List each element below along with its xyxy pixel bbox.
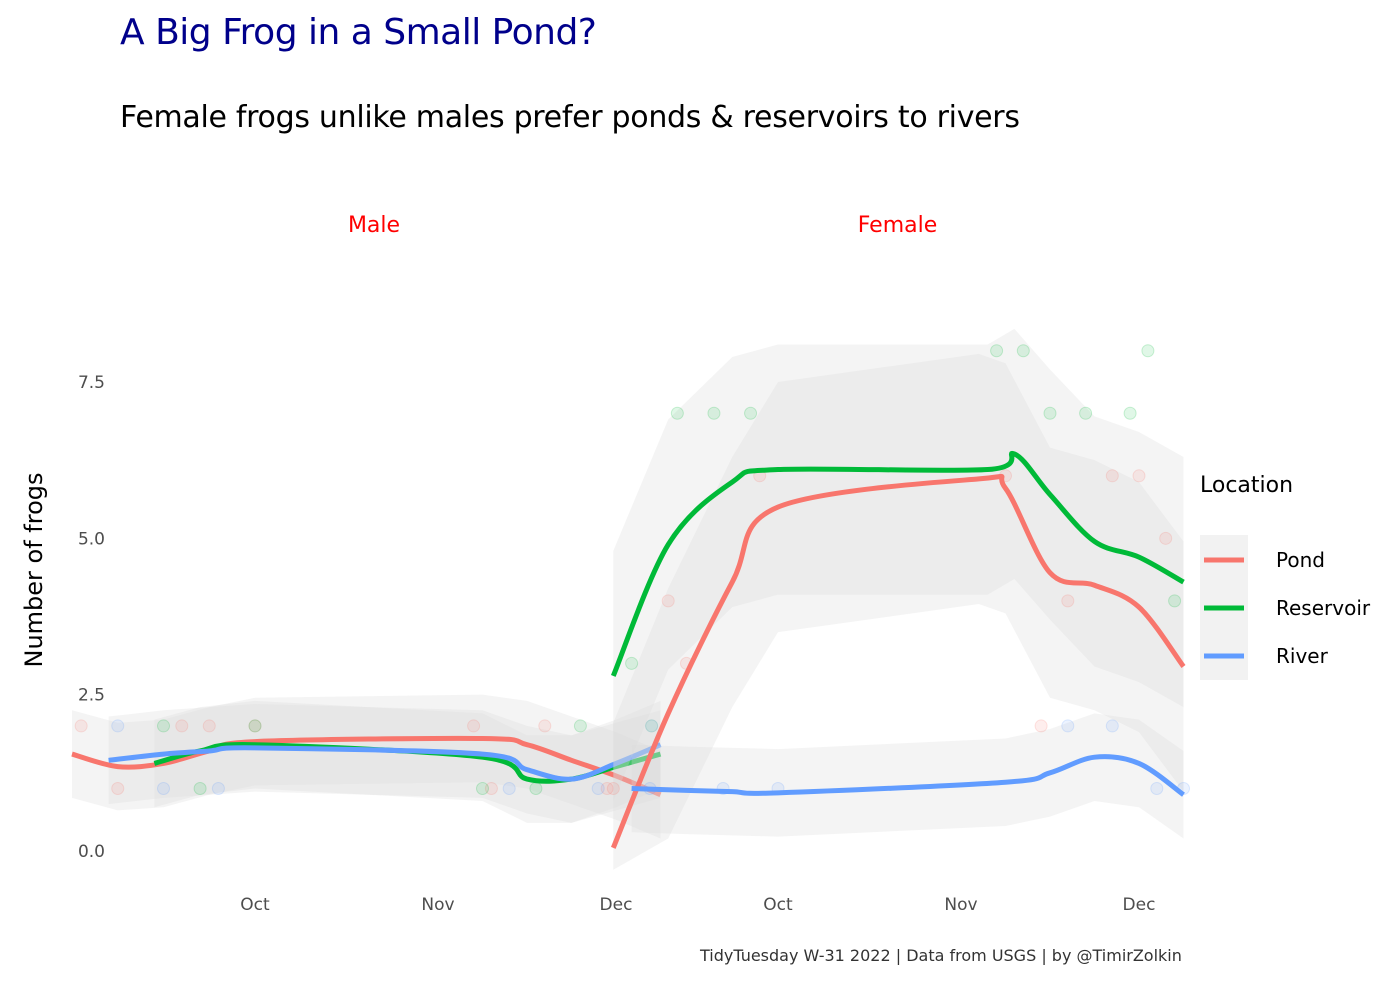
data-point bbox=[175, 719, 189, 733]
facet-panel-female: Female Oct Nov Dec bbox=[606, 213, 1190, 915]
data-point bbox=[193, 781, 207, 795]
chart-caption: TidyTuesday W-31 2022 | Data from USGS |… bbox=[700, 946, 1182, 965]
x-tick-label: Nov bbox=[944, 895, 977, 915]
facet-strip-label: Female bbox=[858, 213, 938, 238]
data-point bbox=[591, 781, 605, 795]
series-line-reservoir bbox=[610, 450, 1185, 677]
data-point bbox=[600, 781, 614, 795]
data-point bbox=[1034, 719, 1048, 733]
confidence-ribbon bbox=[613, 328, 1184, 801]
facets: 0.0 2.5 5.0 7.5 Male Oct Nov Dec Female Oct Nov Dec bbox=[71, 213, 1190, 915]
data-point bbox=[1123, 406, 1137, 420]
data-point bbox=[211, 781, 225, 795]
x-tick-label: Dec bbox=[1123, 895, 1156, 915]
data-point bbox=[476, 781, 489, 795]
data-point bbox=[1016, 344, 1030, 358]
data-point bbox=[1150, 781, 1164, 795]
data-point bbox=[467, 719, 481, 733]
y-tick-label: 7.5 bbox=[78, 373, 105, 393]
data-point bbox=[1079, 406, 1093, 420]
data-point bbox=[744, 406, 758, 420]
facet-panel-male: Male Oct Nov Dec bbox=[71, 213, 662, 915]
data-point bbox=[1043, 406, 1057, 420]
data-point bbox=[248, 719, 262, 733]
legend-label: Reservoir bbox=[1276, 596, 1371, 620]
y-tick-label: 0.0 bbox=[78, 842, 105, 862]
series-line-river bbox=[631, 754, 1185, 797]
data-point bbox=[1061, 594, 1075, 608]
x-tick-label: Nov bbox=[421, 895, 454, 915]
data-point bbox=[645, 719, 659, 733]
data-point bbox=[484, 781, 498, 795]
y-axis-label: Number of frogs bbox=[20, 472, 48, 667]
data-point bbox=[157, 781, 170, 795]
data-point bbox=[707, 406, 721, 420]
data-point bbox=[157, 719, 170, 733]
data-point bbox=[1061, 719, 1075, 733]
data-point bbox=[1159, 531, 1173, 545]
data-point bbox=[990, 344, 1004, 358]
data-point bbox=[502, 781, 516, 795]
data-point bbox=[529, 781, 543, 795]
data-point bbox=[74, 719, 88, 733]
data-point bbox=[111, 781, 125, 795]
confidence-ribbon bbox=[72, 694, 661, 839]
legend-label: River bbox=[1276, 644, 1329, 668]
x-tick-label: Oct bbox=[240, 895, 270, 915]
data-point bbox=[573, 719, 587, 733]
chart-subtitle: Female frogs unlike males prefer ponds &… bbox=[120, 100, 1020, 135]
data-point bbox=[1105, 719, 1119, 733]
series-line-river bbox=[108, 742, 662, 782]
x-tick-label: Dec bbox=[600, 895, 633, 915]
data-point bbox=[1168, 594, 1182, 608]
series-line-pond bbox=[610, 473, 1186, 849]
x-tick-label: Oct bbox=[763, 895, 793, 915]
data-point bbox=[248, 719, 262, 733]
data-point bbox=[645, 719, 659, 733]
legend: Location Pond Reservoir River bbox=[1200, 473, 1371, 680]
data-point bbox=[625, 656, 639, 670]
data-point bbox=[1132, 469, 1146, 483]
legend-title: Location bbox=[1200, 473, 1293, 498]
data-point bbox=[202, 719, 216, 733]
data-point bbox=[1141, 344, 1155, 358]
data-point bbox=[111, 719, 125, 733]
facet-strip-label: Male bbox=[348, 213, 400, 238]
data-point bbox=[606, 781, 620, 795]
data-point bbox=[661, 594, 675, 608]
data-point bbox=[670, 406, 684, 420]
legend-label: Pond bbox=[1276, 548, 1325, 572]
confidence-ribbon bbox=[154, 700, 661, 823]
confidence-ribbon bbox=[108, 700, 661, 823]
y-tick-label: 5.0 bbox=[78, 529, 105, 549]
y-tick-label: 2.5 bbox=[78, 686, 105, 706]
data-point bbox=[538, 719, 552, 733]
series-line-pond bbox=[71, 735, 662, 798]
data-point bbox=[1105, 469, 1119, 483]
chart-title: A Big Frog in a Small Pond? bbox=[120, 12, 597, 53]
confidence-ribbon bbox=[631, 713, 1184, 839]
